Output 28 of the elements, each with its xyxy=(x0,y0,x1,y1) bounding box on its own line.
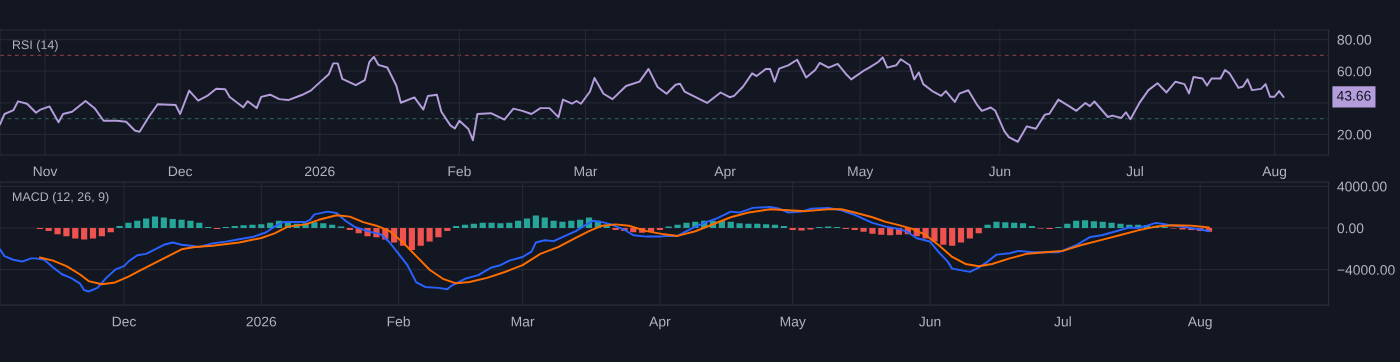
x-tick-label: Aug xyxy=(1262,166,1287,179)
x-tick-label: 2026 xyxy=(246,316,277,327)
x-tick-label: Feb xyxy=(387,316,410,327)
x-tick-label: Apr xyxy=(649,316,671,330)
x-tick-label: 2026 xyxy=(305,166,335,177)
x-tick-label: Nov xyxy=(33,166,58,177)
text: RSI (14) xyxy=(12,40,58,52)
y-tick-label: 80.00 xyxy=(1337,34,1372,45)
x-tick-label: May xyxy=(780,316,806,330)
x-tick-label: Jul xyxy=(1054,316,1071,327)
x-tick-label: Dec xyxy=(112,316,136,327)
x-tick-label: Feb xyxy=(448,166,471,177)
y-tick-label: 20.00 xyxy=(1337,129,1372,140)
x-tick-label: Dec xyxy=(168,166,193,177)
x-tick-label: Apr xyxy=(714,166,736,179)
x-tick-label: Mar xyxy=(574,166,598,177)
text: 43.66 xyxy=(1336,90,1371,101)
x-tick-label: Jul xyxy=(1126,166,1143,177)
y-tick-label: −4000.00 xyxy=(1337,265,1395,275)
x-tick-label: Mar xyxy=(511,316,535,327)
y-tick-label: 4000.00 xyxy=(1337,181,1387,192)
x-tick-label: Jun xyxy=(988,166,1011,177)
y-tick-label: 60.00 xyxy=(1337,66,1372,77)
y-tick-label: 0.00 xyxy=(1337,223,1364,234)
x-tick-label: May xyxy=(848,166,874,179)
text: MACD (12, 26, 9) xyxy=(12,191,109,204)
x-tick-label: Aug xyxy=(1187,316,1212,330)
x-tick-label: Jun xyxy=(919,316,941,327)
